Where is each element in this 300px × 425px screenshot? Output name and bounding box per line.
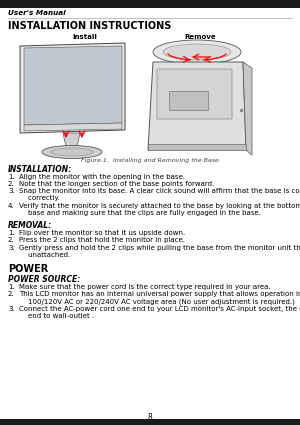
Text: Note that the longer section of the base points forward.: Note that the longer section of the base…	[19, 181, 214, 187]
Text: 4.: 4.	[8, 203, 15, 209]
Text: Remove: Remove	[184, 34, 216, 40]
Polygon shape	[20, 43, 125, 133]
Text: 3.: 3.	[8, 245, 15, 251]
Text: POWER SOURCE:: POWER SOURCE:	[8, 275, 80, 284]
Polygon shape	[243, 62, 252, 155]
Text: Press the 2 clips that hold the monitor in place.: Press the 2 clips that hold the monitor …	[19, 238, 185, 244]
Text: 1.: 1.	[8, 230, 15, 236]
Polygon shape	[63, 133, 80, 147]
Text: Connect the AC-power cord one end to your LCD monitor's AC-input socket, the oth: Connect the AC-power cord one end to you…	[19, 306, 300, 319]
FancyBboxPatch shape	[169, 91, 208, 110]
Text: User's Manual: User's Manual	[8, 10, 66, 16]
Bar	[0, 419, 300, 425]
Text: Figure.1.  Installing and Removing the Base: Figure.1. Installing and Removing the Ba…	[81, 158, 219, 163]
Text: INSTALLATION INSTRUCTIONS: INSTALLATION INSTRUCTIONS	[8, 21, 171, 31]
Text: Flip over the monitor so that it us upside down.: Flip over the monitor so that it us upsi…	[19, 230, 185, 236]
Text: 3.: 3.	[8, 306, 15, 312]
Text: Snap the monitor into its base. A clear click sound will affirm that the base is: Snap the monitor into its base. A clear …	[19, 188, 300, 201]
Text: 3.: 3.	[8, 188, 15, 194]
Text: 1.: 1.	[8, 174, 15, 180]
Bar	[0, 0, 300, 8]
Text: 2.: 2.	[8, 291, 15, 297]
Polygon shape	[148, 62, 246, 150]
Text: 1.: 1.	[8, 284, 15, 290]
Text: 8: 8	[148, 413, 152, 422]
FancyBboxPatch shape	[157, 69, 232, 119]
Text: 2.: 2.	[8, 238, 15, 244]
Polygon shape	[24, 46, 122, 125]
Text: Make sure that the power cord is the correct type required in your area.: Make sure that the power cord is the cor…	[19, 284, 271, 290]
Ellipse shape	[51, 148, 93, 156]
Text: 2.: 2.	[8, 181, 15, 187]
Text: Gently press and hold the 2 clips while pulling the base from the monitor unit t: Gently press and hold the 2 clips while …	[19, 245, 300, 258]
Text: This LCD monitor has an Internal universal power supply that allows operation in: This LCD monitor has an Internal univers…	[19, 291, 300, 305]
Text: POWER: POWER	[8, 264, 48, 274]
Text: INSTALLATION:: INSTALLATION:	[8, 165, 72, 174]
Ellipse shape	[163, 44, 231, 60]
Text: Install: Install	[73, 34, 98, 40]
Ellipse shape	[153, 40, 241, 64]
Polygon shape	[24, 123, 122, 131]
Ellipse shape	[42, 145, 102, 159]
Text: REMOVAL:: REMOVAL:	[8, 221, 52, 230]
Text: Verify that the monitor is securely attached to the base by looking at the botto: Verify that the monitor is securely atta…	[19, 203, 300, 216]
Bar	[148, 144, 246, 150]
Text: Align the monitor with the opening in the base.: Align the monitor with the opening in th…	[19, 174, 185, 180]
